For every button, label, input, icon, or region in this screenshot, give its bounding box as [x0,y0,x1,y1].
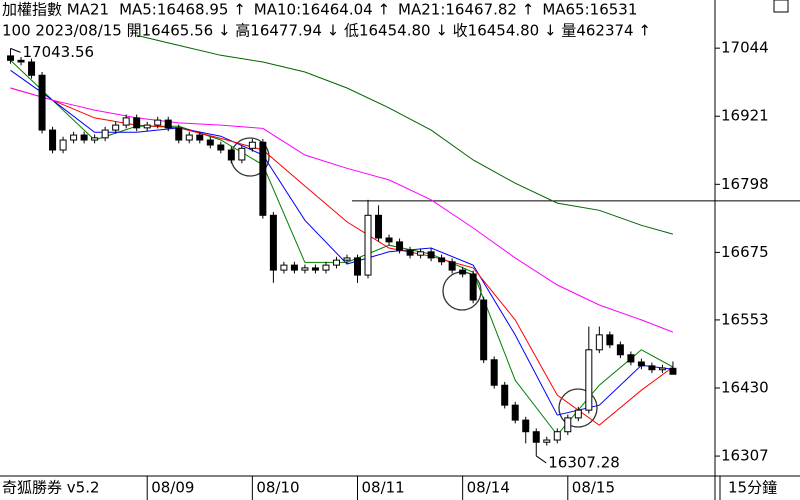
candle-body [375,214,383,239]
brand-label: 奇狐勝券 v5.2 [2,479,100,497]
candle-body [112,124,120,131]
highlight-circle [558,388,598,428]
candle-body [143,124,151,129]
y-tick-label: 16798 [721,175,769,193]
candle-body [406,249,414,256]
info-line: 100 2023/08/15 開16465.56 ↓ 高16477.94 ↓ 低… [2,22,651,40]
candle-body [164,119,172,129]
candle-body [469,273,477,301]
candle-body [259,141,267,216]
candle-body [311,267,319,271]
candle-body [532,431,540,443]
candle-body [185,134,193,141]
x-tick-label: 08/11 [362,479,405,497]
candle-body [490,359,498,386]
candle-body [543,439,551,443]
candle-body [122,117,130,126]
annotation: 16307.28 [548,453,620,471]
y-tick-label: 16307 [721,447,769,465]
candle-body [385,237,393,243]
candle-body [585,349,593,411]
y-tick-label: 16675 [721,243,769,261]
candle-body [417,251,425,256]
ma-line [10,87,674,333]
candle-body [669,367,677,375]
y-tick-label: 16430 [721,378,769,396]
candle-body [196,134,204,141]
annotation: 17043.56 [23,43,95,61]
candle-body [616,344,624,356]
candle-body [322,264,330,271]
x-tick-label: 08/15 [572,479,615,497]
legend-entry: MA65:16531 [542,1,637,19]
candle-body [70,134,78,141]
candle-body [553,431,561,441]
chart-title: 加權指數 MA21 [2,1,109,19]
annotation-leader [10,47,21,53]
legend-entry: MA5:16468.95 ↑ [119,1,246,19]
candle-body [637,361,645,367]
candle-body [248,141,256,149]
candle-body [501,384,509,406]
candle-body [217,144,225,151]
candle-body [658,367,666,371]
candle-body [595,334,603,351]
candle-body [448,261,456,271]
y-tick-label: 16921 [721,107,769,125]
candle-body [564,417,572,433]
candle-body [396,241,404,251]
period-label: 15分鐘 [728,479,777,497]
y-tick-label: 17044 [721,39,769,57]
legend-entry: MA10:16464.04 ↑ [254,1,390,19]
candle-body [459,269,467,275]
ma-line [10,87,674,426]
ma-line [136,34,674,235]
candle-body [175,127,183,141]
candle-body [606,334,614,346]
candle-body [574,409,582,419]
candle-body [280,264,288,271]
x-tick-label: 08/09 [151,479,194,497]
candle-body [343,257,351,261]
candle-body [59,139,67,151]
candle-body [133,117,141,129]
candle-body [269,214,277,271]
window-button[interactable] [773,0,789,13]
candle-body [28,61,36,76]
candle-body [38,74,46,131]
candle-body [49,129,57,151]
candle-body [206,139,214,146]
candle-body [91,137,99,141]
candle-body [290,264,298,271]
y-tick-label: 16553 [721,310,769,328]
legend-entry: MA21:16467.82 ↑ [398,1,534,19]
candle-body [438,257,446,263]
x-tick-label: 08/14 [467,479,510,497]
x-tick-label: 08/10 [256,479,299,497]
candle-body [80,134,88,141]
candle-body [154,119,162,126]
candle-body [480,299,488,361]
ma-line [10,69,673,416]
candle-body [648,365,656,371]
candle-body [227,149,235,161]
candle-body [627,354,635,363]
candle-body [301,267,309,271]
candle-body [101,129,109,139]
candle-body [17,59,25,63]
candle-body [522,419,530,433]
annotation-leader [535,455,547,464]
candle-body [364,214,372,276]
candle-body [354,257,361,276]
candle-body [427,251,435,259]
candle-body [511,404,519,421]
candle-body [332,259,340,266]
candle-body [238,147,246,161]
candle-body [7,55,15,61]
